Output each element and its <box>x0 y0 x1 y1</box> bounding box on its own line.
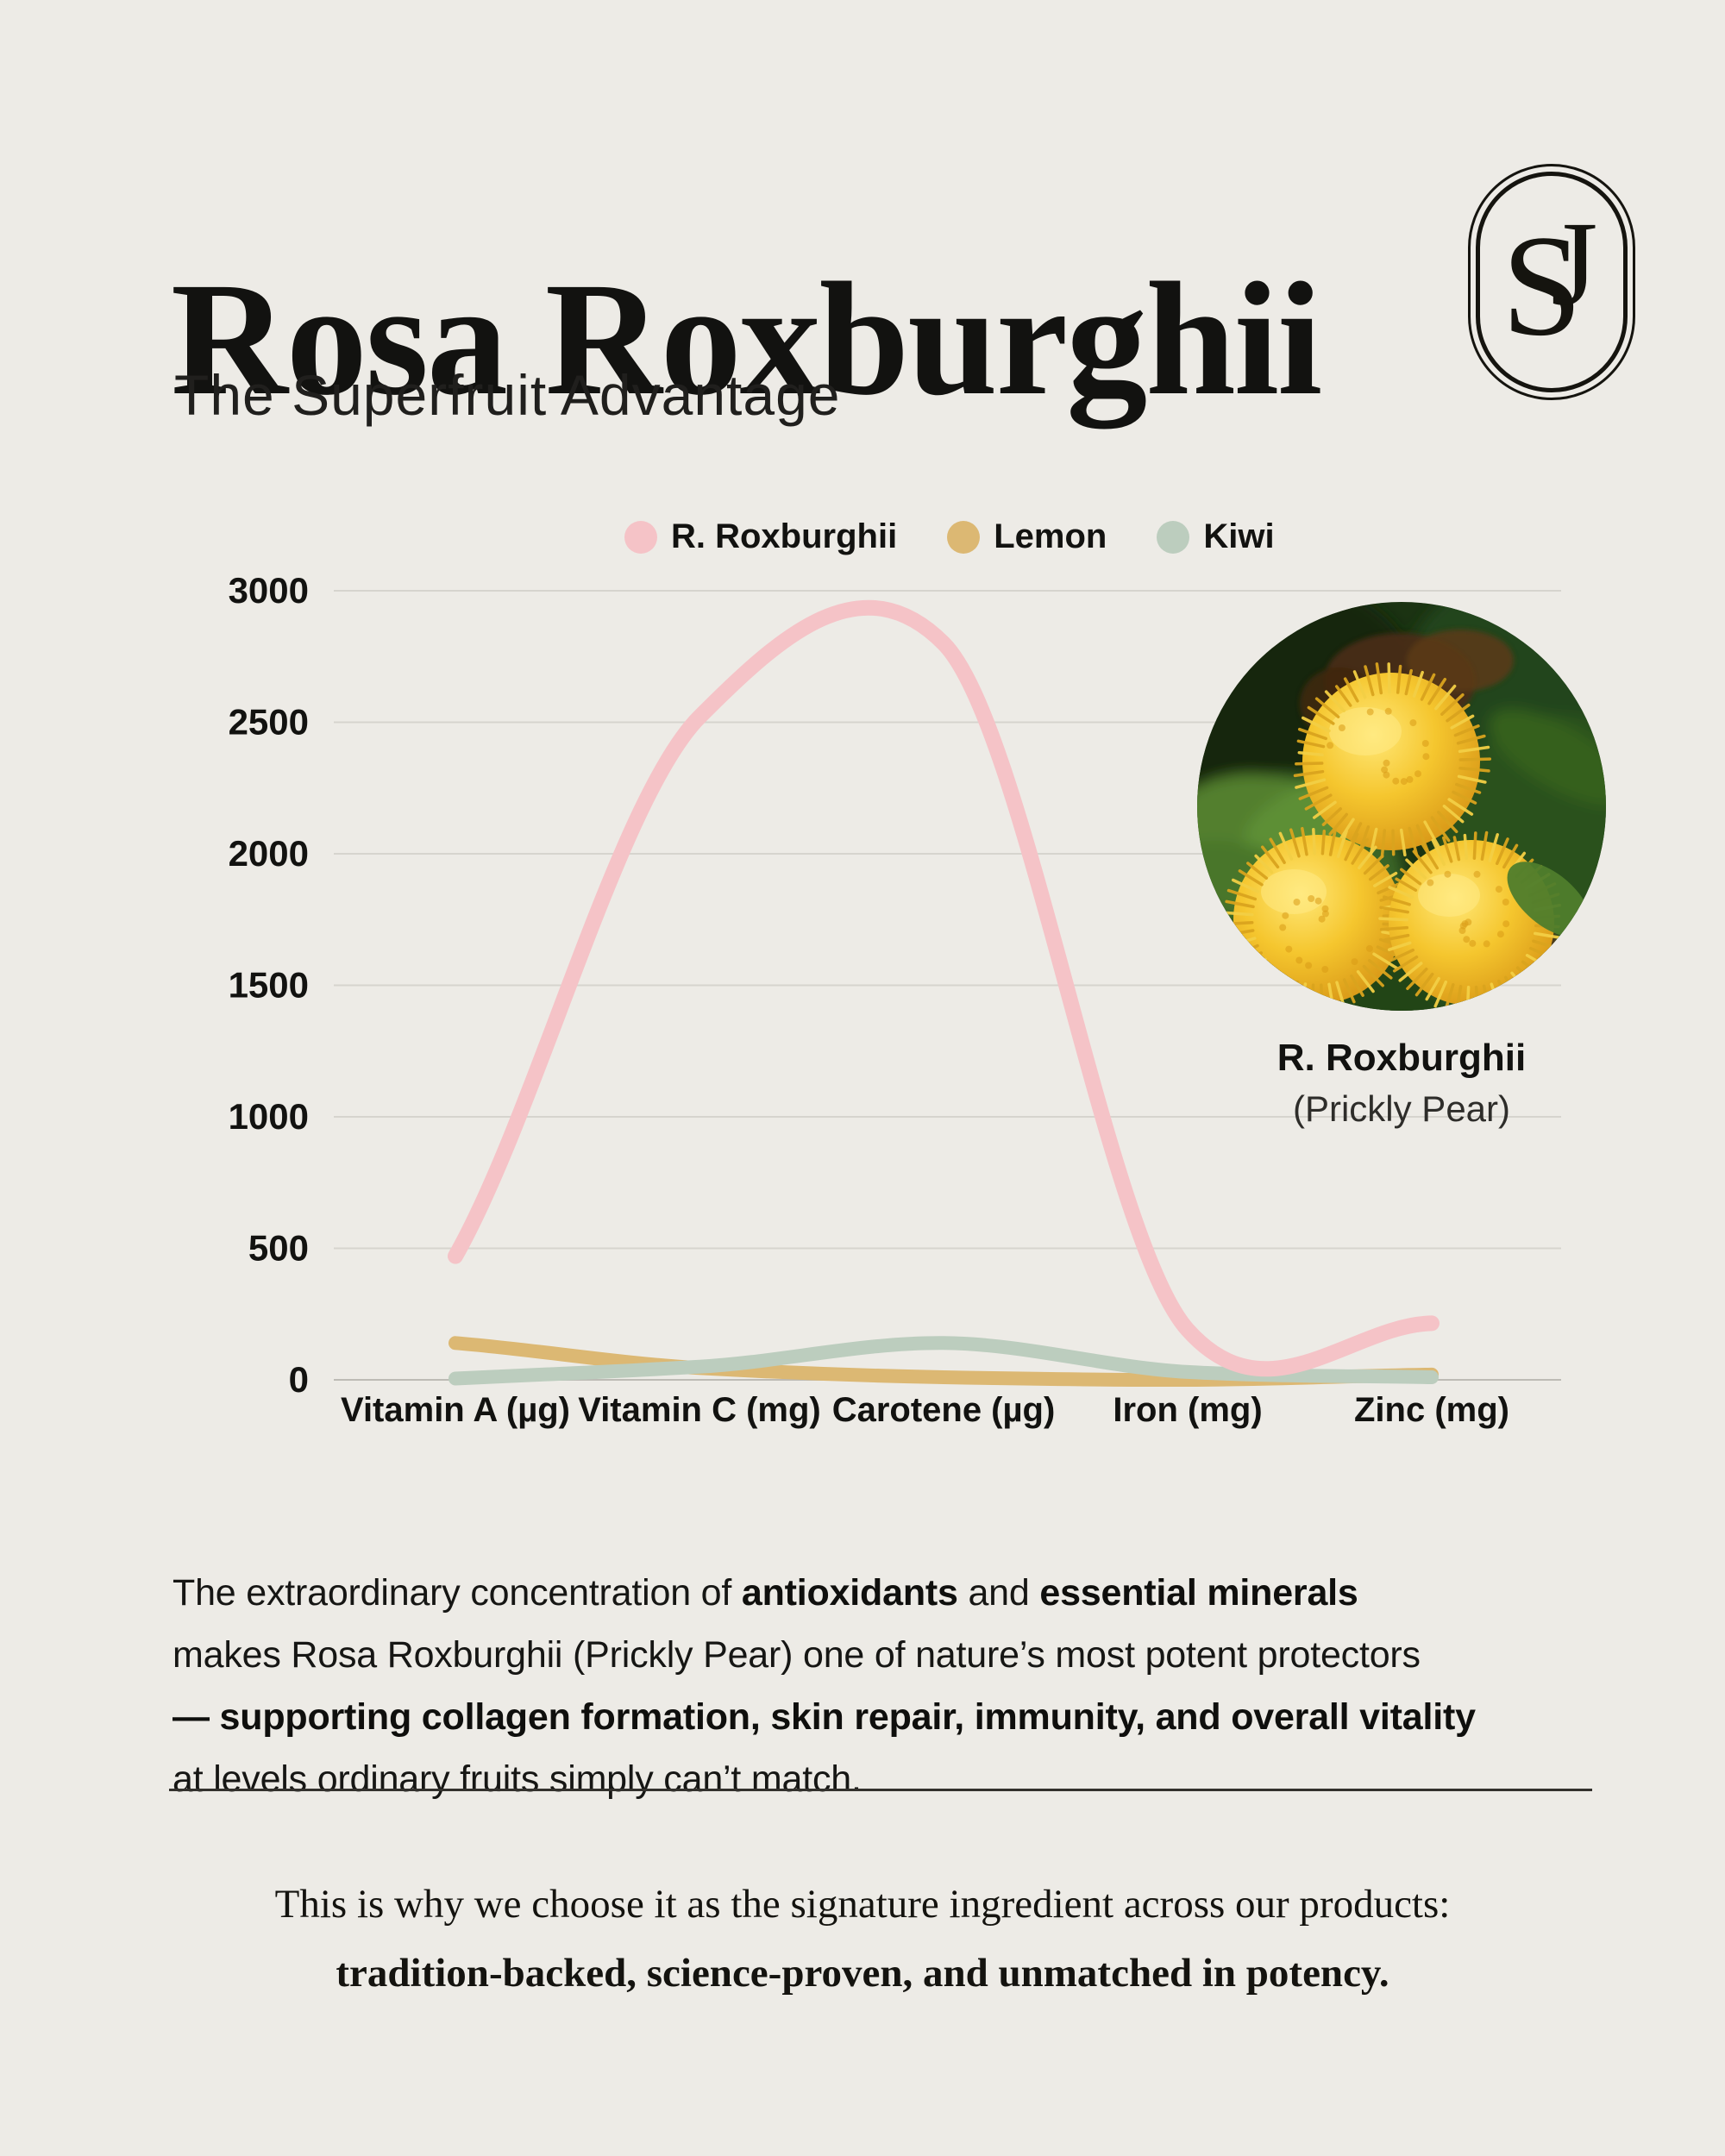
page-title: Rosa Roxburghii <box>171 248 1322 429</box>
x-label-vitamin-c: Vitamin C (mg) <box>578 1391 821 1429</box>
y-tick-2500: 2500 <box>229 702 309 743</box>
legend-label-roxburghii: R. Roxburghii <box>671 517 898 555</box>
chart-series-curves <box>448 599 1440 1388</box>
legend-swatch-roxburghii-icon <box>624 520 657 554</box>
legend-item-roxburghii: R. Roxburghii <box>624 517 897 556</box>
footer-statement: This is why we choose it as the signatur… <box>0 1870 1725 2008</box>
y-tick-1500: 1500 <box>229 965 309 1006</box>
x-label-vitamin-a: Vitamin A (µg) <box>341 1391 570 1429</box>
prickly-fruit <box>1293 662 1492 859</box>
legend-item-kiwi: Kiwi <box>1157 517 1275 556</box>
photo-caption-subtitle: (Prickly Pear) <box>1292 1088 1511 1129</box>
x-axis-labels: Vitamin A (µg) Vitamin C (mg) Carotene (… <box>341 1391 1509 1429</box>
y-tick-1000: 1000 <box>229 1096 309 1137</box>
footer-line-1: This is why we choose it as the signatur… <box>274 1882 1451 1927</box>
series-line-r-roxburghii <box>448 599 1440 1377</box>
fruit-photo <box>1197 602 1606 1011</box>
leaf-overlay <box>1507 862 1591 937</box>
page-subtitle: The Superfruit Advantage <box>174 363 841 427</box>
footer-divider <box>169 1789 1592 1791</box>
legend-swatch-kiwi-icon <box>1157 520 1190 554</box>
legend-swatch-lemon-icon <box>947 520 981 554</box>
y-tick-3000: 3000 <box>229 570 309 611</box>
logo-monogram-s: S <box>1502 205 1583 367</box>
brand-logo-inner-ring <box>1476 172 1628 392</box>
photo-caption-title: R. Roxburghii <box>1276 1037 1527 1079</box>
logo-monogram-j: J <box>1550 197 1598 331</box>
fruit-photo-art <box>1197 602 1606 1011</box>
chart-legend: R. Roxburghii Lemon Kiwi <box>624 517 1275 556</box>
y-axis-ticks: 3000 2500 2000 1500 1000 500 0 <box>229 570 309 1400</box>
x-label-carotene: Carotene (µg) <box>832 1391 1056 1429</box>
brand-logo: S J <box>1468 164 1635 400</box>
photo-caption: R. Roxburghii (Prickly Pear) <box>1220 1037 1583 1130</box>
legend-label-kiwi: Kiwi <box>1203 517 1275 555</box>
footer-line-2: tradition-backed, science-proven, and un… <box>336 1951 1389 1996</box>
y-tick-0: 0 <box>289 1359 309 1400</box>
x-label-iron: Iron (mg) <box>1113 1391 1262 1429</box>
x-label-zinc: Zinc (mg) <box>1354 1391 1509 1429</box>
legend-item-lemon: Lemon <box>947 517 1107 556</box>
legend-label-lemon: Lemon <box>994 517 1107 555</box>
benefits-paragraph: The extraordinary concentration of antio… <box>172 1572 1476 1800</box>
y-tick-2000: 2000 <box>229 833 309 874</box>
y-tick-500: 500 <box>248 1228 309 1269</box>
nutrient-line-chart: 3000 2500 2000 1500 1000 500 0 Vitamin A… <box>229 570 1561 1429</box>
